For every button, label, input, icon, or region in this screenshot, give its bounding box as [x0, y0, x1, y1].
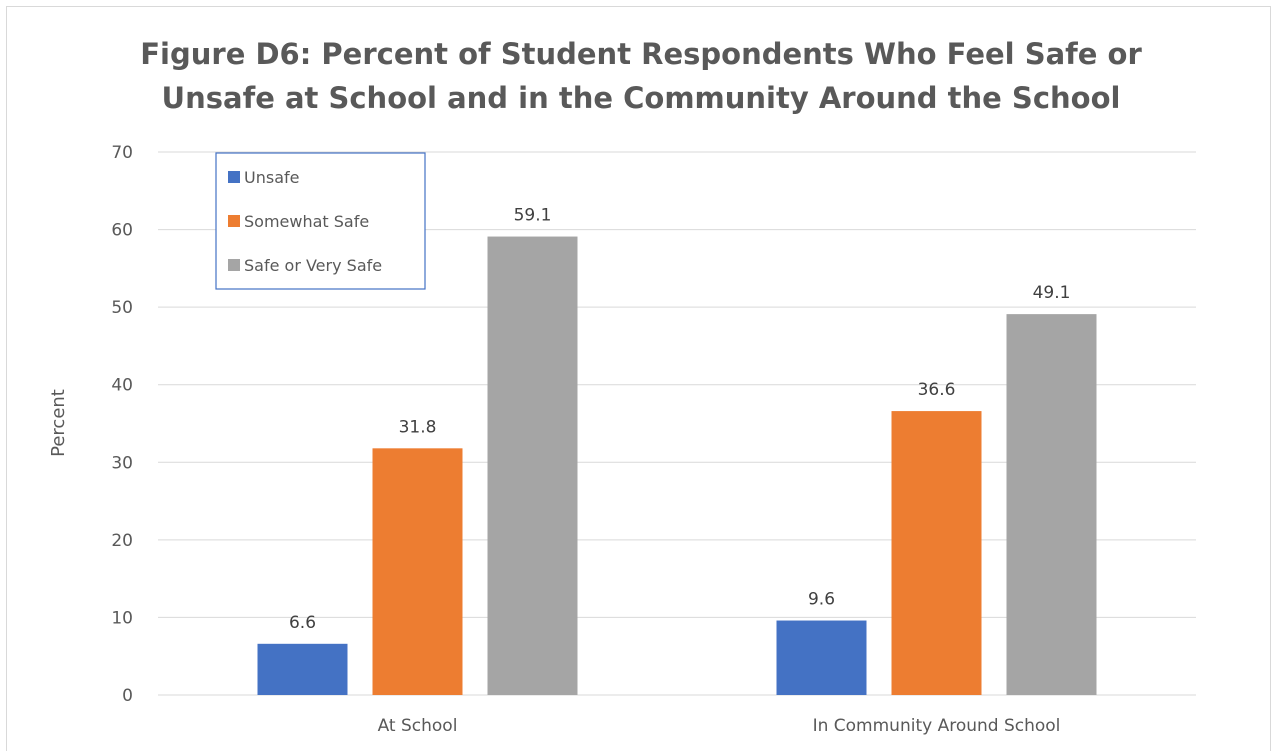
bars: [257, 236, 1097, 695]
chart-title: Figure D6: Percent of Student Respondent…: [140, 37, 1142, 115]
data-label: 31.8: [399, 417, 437, 437]
legend-swatch: [228, 171, 240, 183]
y-tick-label: 10: [111, 608, 133, 628]
y-tick-label: 0: [122, 686, 133, 706]
legend: Unsafe Somewhat Safe Safe or Very Safe: [215, 152, 426, 290]
chart-title-line-2: Unsafe at School and in the Community Ar…: [162, 81, 1121, 115]
data-label: 36.6: [918, 380, 956, 400]
data-label: 49.1: [1033, 283, 1071, 303]
y-axis-ticks: 0 10 20 30 40 50 60 70: [111, 143, 133, 706]
legend-swatch: [228, 215, 240, 227]
bar-somewhat-safe-0: [372, 448, 463, 695]
legend-entry: Safe or Very Safe: [244, 256, 382, 275]
legend-entry: Unsafe: [244, 168, 299, 187]
chart-title-line-1: Figure D6: Percent of Student Respondent…: [140, 37, 1142, 71]
data-label: 59.1: [514, 206, 552, 226]
bar-unsafe-0: [257, 643, 348, 695]
bar-safe-or-very-safe-1: [1006, 314, 1097, 695]
bar-somewhat-safe-1: [891, 411, 982, 695]
y-tick-label: 70: [111, 143, 133, 163]
data-labels: 6.6 31.8 59.1 9.6 36.6 49.1: [289, 206, 1070, 633]
legend-box: [215, 152, 426, 290]
legend-entry: Somewhat Safe: [244, 212, 369, 231]
bar-safe-or-very-safe-0: [487, 236, 578, 695]
x-axis-categories: At School In Community Around School: [378, 716, 1061, 736]
y-tick-label: 30: [111, 453, 133, 473]
y-tick-label: 50: [111, 298, 133, 318]
x-category-label: At School: [378, 716, 458, 736]
y-tick-label: 20: [111, 531, 133, 551]
data-label: 6.6: [289, 613, 316, 633]
y-axis-label: Percent: [48, 389, 69, 457]
bar-unsafe-1: [776, 620, 867, 695]
x-category-label: In Community Around School: [813, 716, 1061, 736]
legend-swatch: [228, 259, 240, 271]
y-tick-label: 60: [111, 221, 133, 241]
y-tick-label: 40: [111, 376, 133, 396]
data-label: 9.6: [808, 590, 835, 610]
